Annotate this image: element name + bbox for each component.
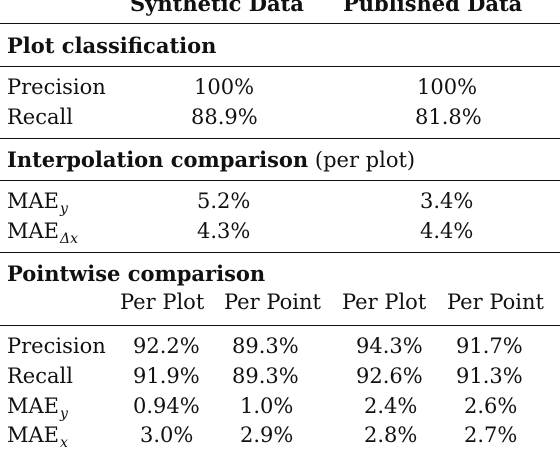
cell-published-mae-y: 3.4%	[420, 189, 474, 213]
rule-below-plot-classification-rows	[0, 138, 560, 139]
mae-label: MAE	[7, 219, 59, 243]
cell-syn-plot-precision: 92.2%	[133, 334, 200, 358]
cell-syn-plot-mae-y: 0.94%	[133, 394, 200, 418]
cell-syn-point-recall: 89.3%	[232, 364, 299, 388]
cell-published-recall: 81.8%	[415, 105, 482, 129]
interpolation-title: Interpolation comparison	[7, 147, 309, 172]
rule-below-header	[0, 23, 560, 24]
row-label-precision: Precision	[7, 75, 106, 99]
cell-pub-point-precision: 91.7%	[456, 334, 523, 358]
cell-pub-point-recall: 91.3%	[456, 364, 523, 388]
cell-pub-point-mae-y: 2.6%	[464, 394, 518, 418]
row-label-mae-y: MAEy	[7, 394, 68, 422]
cell-pub-plot-recall: 92.6%	[356, 364, 423, 388]
header-synthetic-data: Synthetic Data	[130, 0, 304, 16]
row-label-mae-x: MAEx	[7, 423, 68, 451]
cell-published-precision: 100%	[417, 75, 478, 99]
interpolation-title-suffix: (per plot)	[314, 148, 416, 172]
cell-syn-point-mae-x: 2.9%	[240, 423, 294, 447]
mae-subscript: y	[60, 201, 68, 217]
cell-syn-plot-recall: 91.9%	[133, 364, 200, 388]
cell-syn-point-precision: 89.3%	[232, 334, 299, 358]
cell-synthetic-recall: 88.9%	[191, 105, 258, 129]
cell-syn-plot-mae-x: 3.0%	[140, 423, 194, 447]
mae-label: MAE	[7, 394, 59, 418]
col-header-synthetic-per-plot: Per Plot	[120, 290, 205, 314]
row-label-precision: Precision	[7, 334, 106, 358]
row-label-recall: Recall	[7, 364, 73, 388]
cell-synthetic-precision: 100%	[194, 75, 255, 99]
row-label-mae-dx: MAEΔx	[7, 219, 78, 247]
rule-below-pointwise-header	[0, 325, 560, 326]
cell-pub-plot-precision: 94.3%	[356, 334, 423, 358]
section-title-interpolation: Interpolation comparison (per plot)	[7, 149, 415, 171]
rule-below-interpolation-rows	[0, 252, 560, 253]
col-header-published-per-plot: Per Plot	[342, 290, 427, 314]
rule-below-interpolation	[0, 180, 560, 181]
mae-subscript: y	[60, 406, 68, 422]
row-label-recall: Recall	[7, 105, 73, 129]
col-header-published-per-point: Per Point	[447, 290, 544, 314]
col-header-synthetic-per-point: Per Point	[224, 290, 321, 314]
cell-syn-point-mae-y: 1.0%	[240, 394, 294, 418]
rule-below-plot-classification	[0, 66, 560, 67]
section-title-plot-classification: Plot classification	[7, 33, 217, 58]
section-title-pointwise: Pointwise comparison	[7, 261, 266, 286]
mae-subscript: x	[60, 435, 68, 451]
cell-pub-plot-mae-x: 2.8%	[364, 423, 418, 447]
row-label-mae-y: MAEy	[7, 189, 68, 217]
cell-synthetic-mae-y: 5.2%	[197, 189, 251, 213]
mae-label: MAE	[7, 423, 59, 447]
cell-pub-point-mae-x: 2.7%	[464, 423, 518, 447]
cell-pub-plot-mae-y: 2.4%	[364, 394, 418, 418]
mae-label: MAE	[7, 189, 59, 213]
mae-subscript: Δx	[60, 231, 79, 247]
header-published-data: Published Data	[343, 0, 523, 16]
cell-synthetic-mae-dx: 4.3%	[197, 219, 251, 243]
cell-published-mae-dx: 4.4%	[420, 219, 474, 243]
